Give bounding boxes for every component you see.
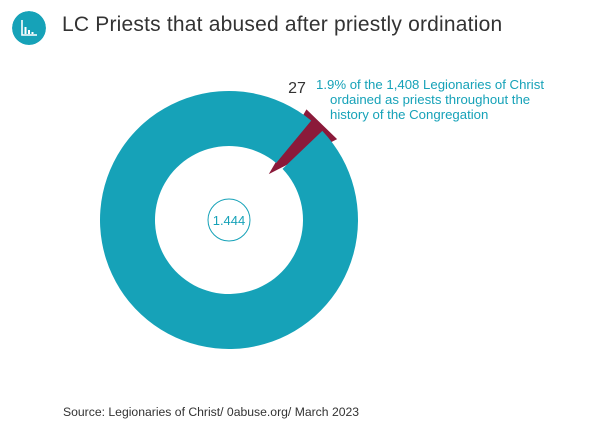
annotation-line: 1.9% of the 1,408 Legionaries of Christ: [316, 77, 544, 92]
slice-value-label: 27: [288, 80, 306, 97]
source-note: Source: Legionaries of Christ/ 0abuse.or…: [63, 405, 360, 419]
donut-slice-abused: [268, 109, 338, 175]
bar-chart-icon: [12, 11, 46, 45]
slice-annotation: 1.9% of the 1,408 Legionaries of Christ …: [316, 77, 586, 122]
annotation-line: history of the Congregation: [330, 107, 489, 122]
center-label-ring: [207, 198, 251, 242]
annotation-line: ordained as priests throughout the: [330, 92, 531, 107]
chart-title: LC Priests that abused after priestly or…: [62, 13, 503, 36]
center-total-label: 1.444: [213, 213, 246, 228]
donut-slice-other: [99, 90, 359, 349]
